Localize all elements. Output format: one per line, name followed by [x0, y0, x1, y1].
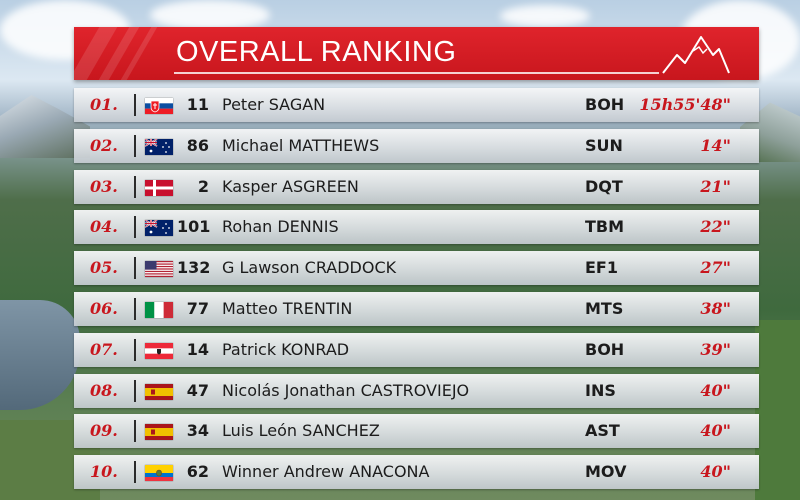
- bib-number: 132: [177, 258, 211, 278]
- table-row: 01. 11 Peter SAGAN BOH 15h55'48": [74, 88, 759, 122]
- team-code: INS: [585, 380, 616, 400]
- cloud: [500, 5, 590, 27]
- divider: [134, 175, 136, 198]
- ranking-header: OVERALL RANKING: [74, 27, 759, 80]
- flag-icon-ecuador: [145, 465, 173, 482]
- meadow: [755, 320, 800, 500]
- time-gap: 39": [700, 339, 731, 359]
- cloud: [150, 0, 270, 30]
- bib-number: 101: [177, 217, 211, 237]
- rider-name: Kasper ASGREEN: [222, 176, 359, 196]
- rank-position: 06.: [90, 298, 118, 318]
- flag-icon-spain: [145, 383, 173, 400]
- time-gap: 38": [700, 298, 731, 318]
- bib-number: 34: [186, 421, 209, 441]
- rider-name: Peter SAGAN: [222, 95, 326, 114]
- rider-name: Michael MATTHEWS: [222, 135, 380, 155]
- flag-icon-australia: [145, 220, 173, 237]
- divider: [134, 134, 136, 157]
- header-stripes: [74, 27, 164, 80]
- page-title: OVERALL RANKING: [176, 36, 457, 68]
- divider: [134, 461, 136, 484]
- time-gap: 22": [700, 217, 731, 237]
- rider-name: Patrick KONRAD: [222, 339, 350, 359]
- divider: [134, 297, 136, 320]
- time-gap: 40": [700, 421, 731, 441]
- table-row: 04. 101 Rohan DENNIS TBM 22": [74, 210, 759, 245]
- team-code: BOH: [585, 339, 625, 359]
- team-code: DQT: [585, 176, 623, 196]
- flag-icon-australia: [145, 138, 173, 155]
- rank-position: 10.: [90, 462, 118, 482]
- flag-icon-usa: [145, 261, 173, 278]
- rider-name: Matteo TRENTIN: [222, 298, 353, 318]
- divider: [134, 257, 136, 280]
- rider-name: Winner Andrew ANACONA: [222, 462, 430, 482]
- flag-icon-austria: [145, 342, 173, 359]
- ranking-panel: OVERALL RANKING 01. 11 Peter SAGAN BOH 1…: [74, 27, 759, 496]
- table-row: 08. 47 Nicolás Jonathan CASTROVIEJO INS …: [74, 373, 759, 408]
- team-code: TBM: [585, 217, 625, 237]
- rank-position: 08.: [90, 380, 118, 400]
- rank-position: 01.: [90, 95, 118, 114]
- team-code: SUN: [585, 135, 623, 155]
- rank-position: 04.: [90, 217, 118, 237]
- rank-position: 07.: [90, 339, 118, 359]
- table-row: 09. 34 Luis León SANCHEZ AST 40": [74, 414, 759, 449]
- rider-name: G Lawson CRADDOCK: [222, 258, 397, 278]
- divider: [134, 338, 136, 361]
- time-gap: 15h55'48": [639, 95, 731, 114]
- bib-number: 14: [186, 339, 209, 359]
- table-row: 10. 62 Winner Andrew ANACONA MOV 40": [74, 455, 759, 490]
- table-row: 02. 86 Michael MATTHEWS SUN 14": [74, 128, 759, 163]
- bib-number: 11: [186, 95, 209, 114]
- time-gap: 14": [700, 135, 731, 155]
- flag-icon-spain: [145, 424, 173, 441]
- divider: [134, 94, 136, 116]
- flag-icon-denmark: [145, 179, 173, 196]
- divider: [134, 379, 136, 402]
- bib-number: 77: [186, 298, 209, 318]
- lake: [0, 300, 80, 410]
- flag-icon-italy: [145, 301, 173, 318]
- team-code: BOH: [585, 95, 625, 114]
- bib-number: 86: [186, 135, 209, 155]
- title-underline: [174, 72, 659, 74]
- rank-position: 03.: [90, 176, 118, 196]
- mountain-icon: [662, 36, 730, 74]
- time-gap: 21": [700, 176, 731, 196]
- bib-number: 62: [186, 462, 209, 482]
- rider-name: Rohan DENNIS: [222, 217, 339, 237]
- rider-name: Luis León SANCHEZ: [222, 421, 380, 441]
- flag-icon-slovakia: [145, 98, 173, 114]
- time-gap: 40": [700, 462, 731, 482]
- table-row: 07. 14 Patrick KONRAD BOH 39": [74, 332, 759, 367]
- team-code: MOV: [585, 462, 627, 482]
- rider-name: Nicolás Jonathan CASTROVIEJO: [222, 380, 470, 400]
- rank-position: 05.: [90, 258, 118, 278]
- time-gap: 27": [700, 258, 731, 278]
- team-code: EF1: [585, 258, 618, 278]
- table-row: 05. 132 G Lawson CRADDOCK EF1 27": [74, 251, 759, 286]
- bib-number: 47: [186, 380, 209, 400]
- rank-position: 02.: [90, 135, 118, 155]
- divider: [134, 216, 136, 239]
- ranking-list: 01. 11 Peter SAGAN BOH 15h55'48" 02. 86 …: [74, 88, 759, 490]
- team-code: AST: [585, 421, 620, 441]
- time-gap: 40": [700, 380, 731, 400]
- bib-number: 2: [197, 176, 209, 196]
- rank-position: 09.: [90, 421, 118, 441]
- team-code: MTS: [585, 298, 624, 318]
- table-row: 06. 77 Matteo TRENTIN MTS 38": [74, 291, 759, 326]
- table-row: 03. 2 Kasper ASGREEN DQT 21": [74, 169, 759, 204]
- divider: [134, 420, 136, 443]
